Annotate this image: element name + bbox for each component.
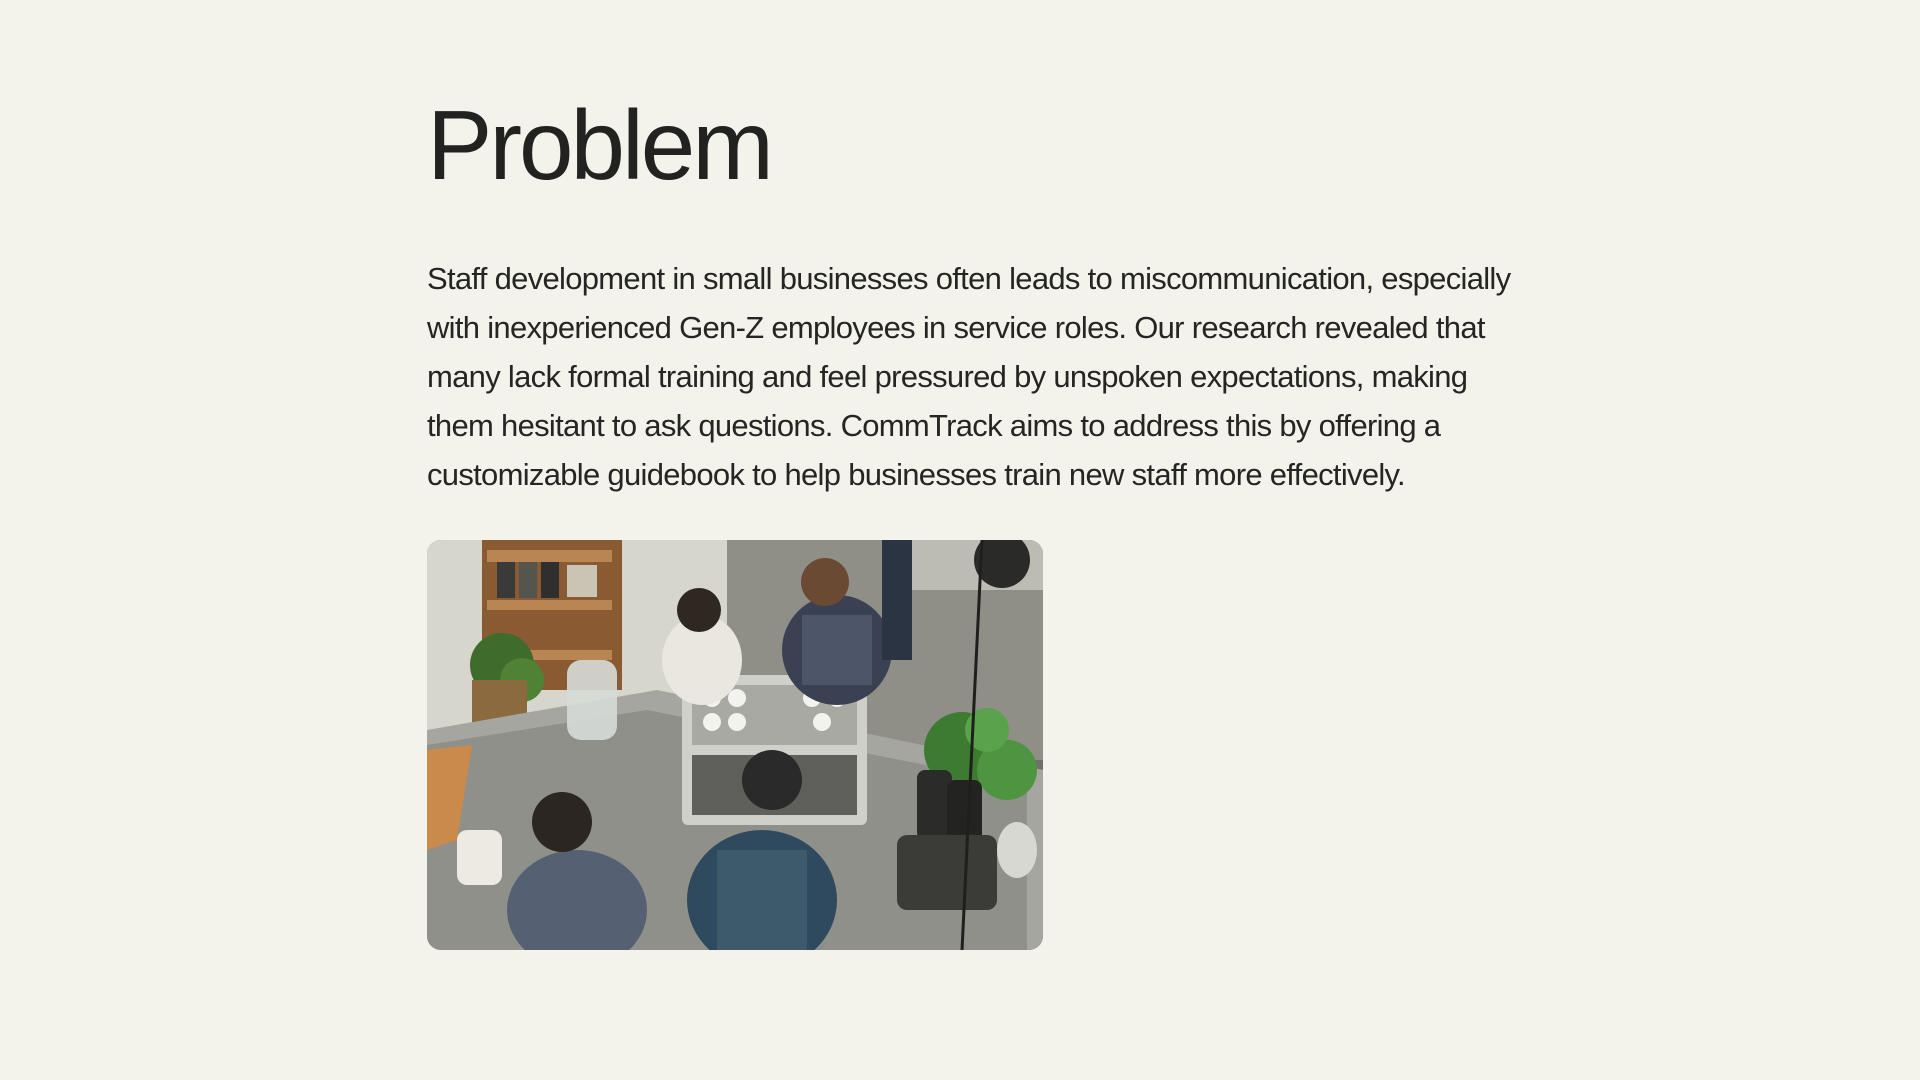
problem-section: Problem Staff development in small busin… <box>427 90 1537 499</box>
section-title: Problem <box>427 90 774 200</box>
cafe-staff-photo <box>427 540 1043 950</box>
section-body-text: Staff development in small businesses of… <box>427 260 1511 492</box>
